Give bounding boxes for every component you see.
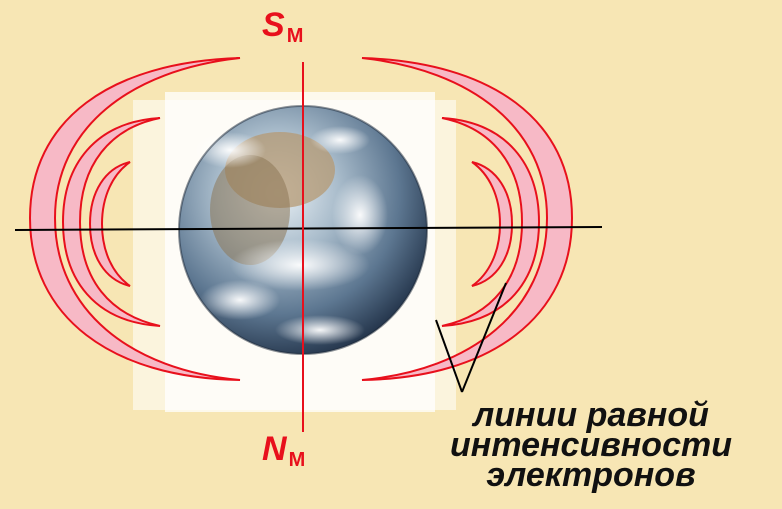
middle-belt-left	[61, 117, 161, 327]
outer-belt-left	[28, 57, 241, 381]
inner-belt-right	[471, 161, 514, 287]
caption-pointer-lines	[435, 282, 507, 393]
caption-line: электронов	[486, 456, 696, 494]
radiation-belts-right	[361, 57, 574, 381]
caption-line: интенсивности	[450, 426, 732, 464]
belt-caption: линии равной интенсивности электронов	[405, 396, 777, 494]
caption-line: линии равной	[473, 396, 709, 434]
radiation-belts-left	[28, 57, 241, 381]
pole-subscript: M	[288, 449, 306, 471]
middle-belt-right	[441, 117, 541, 327]
equator-line	[14, 226, 603, 231]
pole-letter: S	[262, 6, 285, 44]
outer-belt-right	[361, 57, 574, 381]
pole-subscript: M	[286, 25, 304, 47]
pole-letter: N	[262, 430, 287, 468]
inner-belt-left	[88, 161, 131, 287]
